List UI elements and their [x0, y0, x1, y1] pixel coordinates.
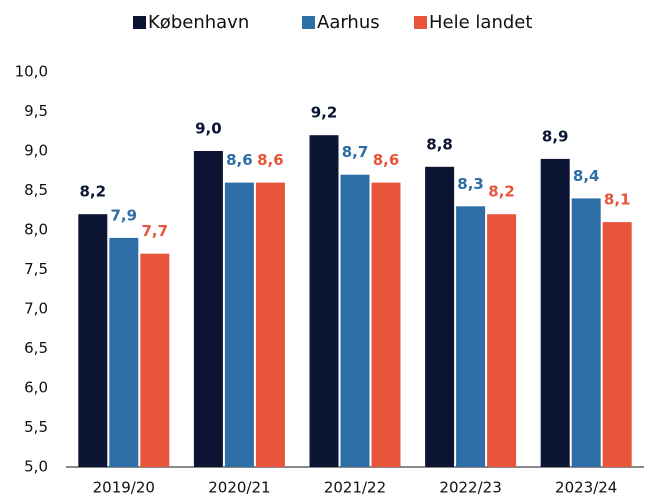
- value-label: 8,2: [488, 183, 515, 201]
- legend-swatch: [414, 16, 427, 29]
- value-label: 8,4: [573, 167, 600, 185]
- bar: [571, 198, 601, 467]
- value-label: 8,6: [226, 151, 253, 169]
- value-label: 8,1: [604, 191, 631, 209]
- y-tick-label: 9,5: [24, 102, 48, 120]
- legend-swatch: [302, 16, 315, 29]
- bar: [602, 222, 632, 467]
- value-label: 7,9: [111, 206, 138, 224]
- x-tick-label: 2019/20: [93, 479, 155, 497]
- value-label: 8,3: [457, 175, 484, 193]
- value-label: 8,6: [257, 151, 284, 169]
- legend-label: Aarhus: [317, 12, 380, 33]
- value-label: 8,9: [542, 127, 569, 145]
- legend-swatch: [133, 16, 146, 29]
- x-tick-label: 2020/21: [208, 479, 270, 497]
- y-tick-label: 7,0: [24, 300, 48, 318]
- bar: [255, 182, 285, 467]
- bar: [193, 151, 223, 467]
- bar: [371, 182, 401, 467]
- value-label: 8,8: [426, 135, 453, 153]
- bar: [78, 214, 108, 467]
- y-tick-label: 6,0: [24, 379, 48, 397]
- y-tick-label: 5,5: [24, 418, 48, 436]
- x-tick-label: 2021/22: [324, 479, 386, 497]
- bar: [224, 182, 254, 467]
- y-tick-label: 6,5: [24, 339, 48, 357]
- y-tick-label: 7,5: [24, 260, 48, 278]
- y-tick-label: 8,5: [24, 181, 48, 199]
- y-tick-label: 10,0: [15, 63, 48, 81]
- bar: [309, 135, 339, 467]
- value-label: 8,6: [373, 151, 400, 169]
- value-label: 9,0: [195, 120, 222, 138]
- value-label: 9,2: [311, 104, 338, 122]
- legend-label: Hele landet: [429, 12, 532, 33]
- bar: [425, 166, 455, 468]
- bar: [487, 214, 517, 467]
- bar: [540, 158, 570, 467]
- value-label: 8,7: [342, 143, 369, 161]
- x-tick-label: 2023/24: [555, 479, 617, 497]
- bar: [140, 253, 170, 467]
- x-tick-label: 2022/23: [439, 479, 501, 497]
- y-tick-label: 8,0: [24, 221, 48, 239]
- y-tick-label: 9,0: [24, 142, 48, 160]
- bar: [456, 206, 486, 468]
- value-label: 8,2: [80, 183, 107, 201]
- legend-label: København: [148, 12, 249, 33]
- value-label: 7,7: [142, 222, 169, 240]
- bar: [340, 174, 370, 467]
- bar: [109, 237, 139, 467]
- y-tick-label: 5,0: [24, 458, 48, 476]
